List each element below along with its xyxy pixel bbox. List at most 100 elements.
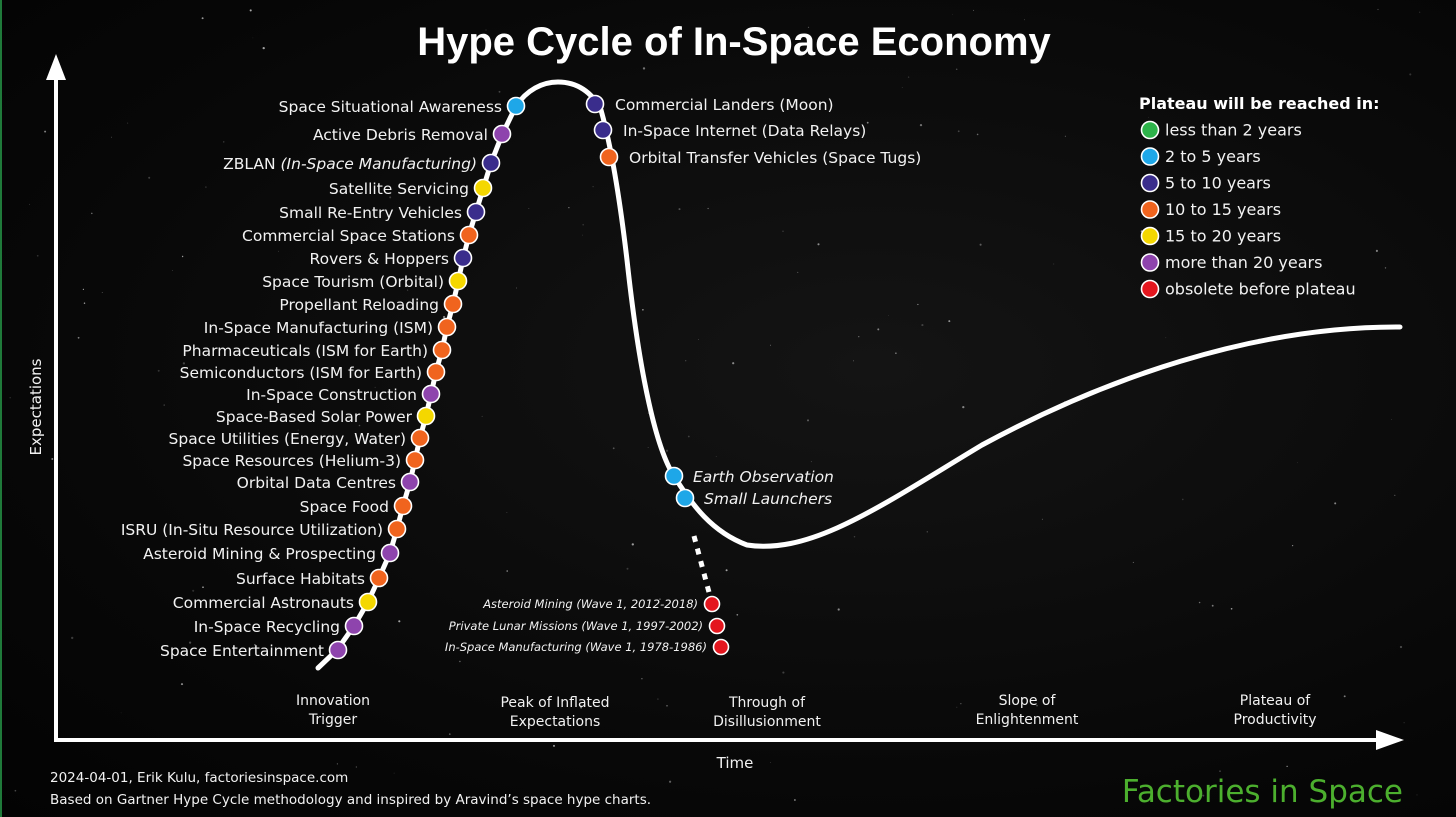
phase-label-line: Productivity xyxy=(1234,712,1317,728)
phase-label-1: Innovation Trigger xyxy=(296,693,370,728)
marker-obsolete-icon xyxy=(708,617,726,635)
starfield-background xyxy=(9,8,1421,808)
star-dot xyxy=(181,255,184,258)
legend-label: 10 to 15 years xyxy=(1165,200,1281,219)
marker-y5to10-icon xyxy=(453,248,473,268)
y-axis-label: Expectations xyxy=(27,358,45,455)
star-dot xyxy=(335,459,338,462)
star-dot xyxy=(274,533,276,535)
legend-item-y5to10: 5 to 10 years xyxy=(1140,174,1271,193)
star-dot xyxy=(979,243,982,246)
star-dot xyxy=(631,543,634,546)
star-dot xyxy=(82,288,85,291)
legend-y10to15-icon xyxy=(1140,200,1160,219)
marker-y10to15-icon xyxy=(393,496,413,516)
star-dot xyxy=(459,660,461,663)
star-dot xyxy=(442,315,446,319)
star-dot xyxy=(732,362,735,365)
marker-y5to10-icon xyxy=(466,202,486,222)
point-in-space-manufacturing-wave-1-1978-1986: In-Space Manufacturing (Wave 1, 1978-198… xyxy=(445,638,730,656)
star-dot xyxy=(853,535,856,538)
star-dot xyxy=(901,87,903,88)
point-rovers-hoppers: Rovers & Hoppers xyxy=(310,248,473,268)
star-dot xyxy=(960,703,962,705)
point-asteroid-mining-prospecting: Asteroid Mining & Prospecting xyxy=(143,543,400,563)
point-label: In-Space Recycling xyxy=(194,618,340,636)
star-dot xyxy=(642,309,644,311)
star-dot xyxy=(393,772,395,774)
point-label: In-Space Manufacturing (Wave 1, 1978-198… xyxy=(445,640,707,654)
star-dot xyxy=(352,714,355,717)
star-dot xyxy=(685,360,687,362)
point-label: Satellite Servicing xyxy=(329,180,469,198)
point-asteroid-mining-wave-1-2012-2018: Asteroid Mining (Wave 1, 2012-2018) xyxy=(482,595,721,613)
legend-item-lt2: less than 2 years xyxy=(1140,121,1302,140)
legend: Plateau will be reached in: less than 2 … xyxy=(1139,94,1380,299)
point-orbital-transfer-vehicles-space-tugs: Orbital Transfer Vehicles (Space Tugs) xyxy=(599,147,921,167)
legend-obsolete-icon xyxy=(1140,279,1160,299)
star-dot xyxy=(36,254,39,257)
star-dot xyxy=(201,17,204,20)
star-dot xyxy=(1288,283,1290,285)
star-dot xyxy=(1198,601,1201,604)
star-dot xyxy=(866,121,869,124)
star-dot xyxy=(612,447,615,450)
legend-label: obsolete before plateau xyxy=(1165,280,1356,299)
marker-y15to20-icon xyxy=(448,271,468,291)
star-dot xyxy=(366,394,368,395)
point-semiconductors-ism-for-earth: Semiconductors (ISM for Earth) xyxy=(180,362,446,382)
marker-y2to5-icon xyxy=(506,96,526,116)
star-dot xyxy=(553,744,555,747)
star-dot xyxy=(1343,695,1346,698)
star-dot xyxy=(481,415,483,417)
star-dot xyxy=(77,336,80,339)
star-dot xyxy=(770,762,771,763)
phase-label-line: Plateau of xyxy=(1240,693,1311,709)
star-dot xyxy=(252,37,254,39)
star-dot xyxy=(582,223,585,226)
legend-label: 15 to 20 years xyxy=(1165,227,1281,246)
point-space-situational-awareness: Space Situational Awareness xyxy=(279,96,526,116)
point-propellant-reloading: Propellant Reloading xyxy=(279,294,463,314)
marker-y5to10-icon xyxy=(585,94,605,114)
star-dot xyxy=(1334,502,1337,505)
star-dot xyxy=(1132,561,1134,563)
point-in-space-manufacturing-ism: In-Space Manufacturing (ISM) xyxy=(204,317,457,337)
phase-label-line: Trigger xyxy=(308,712,358,728)
point-small-launchers: Small Launchers xyxy=(675,488,832,508)
point-pharmaceuticals-ism-for-earth: Pharmaceuticals (ISM for Earth) xyxy=(182,340,452,360)
point-label: Space Resources (Helium-3) xyxy=(182,452,401,470)
point-space-utilities-energy-water: Space Utilities (Energy, Water) xyxy=(169,428,430,448)
marker-y15to20-icon xyxy=(473,178,493,198)
star-dot xyxy=(71,636,74,640)
star-dot xyxy=(888,315,889,316)
point-commercial-astronauts: Commercial Astronauts xyxy=(173,592,378,612)
point-orbital-data-centres: Orbital Data Centres xyxy=(237,472,420,492)
star-dot xyxy=(498,90,501,93)
marker-y10to15-icon xyxy=(369,568,389,588)
marker-y15to20-icon xyxy=(416,406,436,426)
star-dot xyxy=(1064,135,1066,137)
point-isru-in-situ-resource-utilization: ISRU (In-Situ Resource Utilization) xyxy=(121,519,407,539)
star-dot xyxy=(797,271,799,273)
point-label: In-Space Construction xyxy=(246,386,417,404)
star-dot xyxy=(642,67,646,70)
star-dot xyxy=(895,352,897,354)
point-space-entertainment: Space Entertainment xyxy=(160,640,348,660)
point-space-tourism-orbital: Space Tourism (Orbital) xyxy=(262,271,468,291)
obsolete-dashed-connector xyxy=(691,535,713,597)
point-zblan: ZBLAN (In-Space Manufacturing) xyxy=(223,153,501,173)
point-label: In-Space Manufacturing (ISM) xyxy=(204,319,433,337)
marker-gt20-icon xyxy=(492,124,512,144)
star-dot xyxy=(1219,770,1221,772)
star-dot xyxy=(1053,263,1055,265)
star-dot xyxy=(720,49,722,51)
phase-label-line: Peak of Inflated xyxy=(500,695,609,711)
point-space-food: Space Food xyxy=(300,496,413,516)
star-dot xyxy=(666,704,668,707)
star-dot xyxy=(698,339,699,341)
point-surface-habitats: Surface Habitats xyxy=(236,568,389,588)
star-dot xyxy=(51,458,54,460)
